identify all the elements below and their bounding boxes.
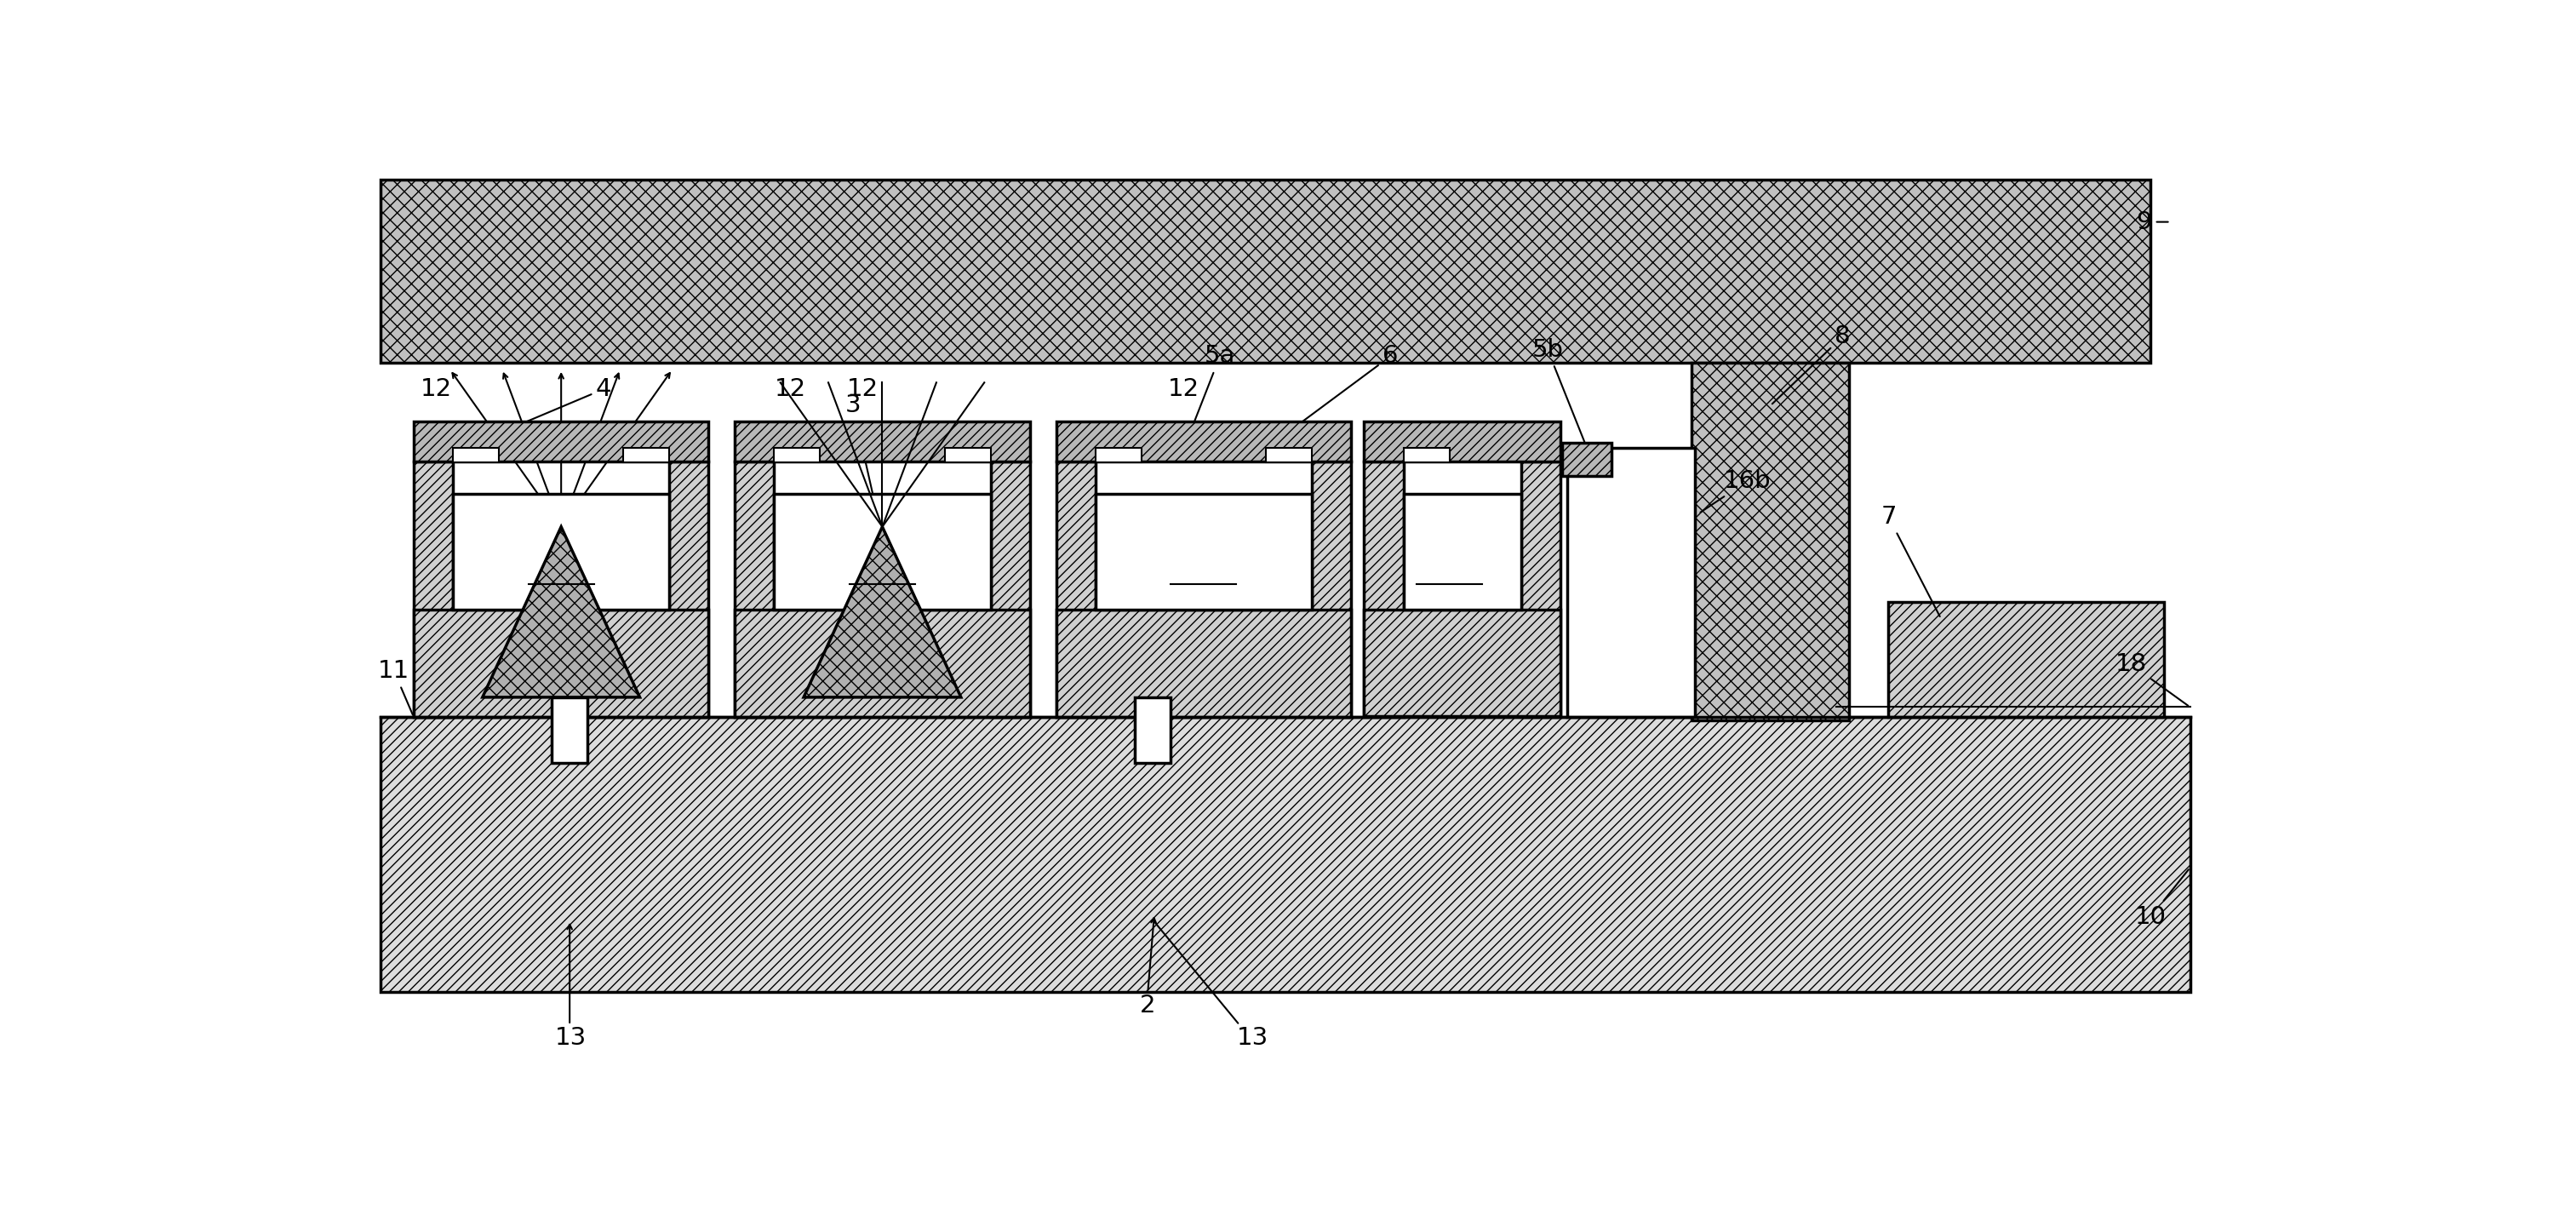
Bar: [551, 697, 587, 763]
Bar: [1365, 462, 1404, 717]
Bar: [734, 422, 1030, 462]
Text: 16a: 16a: [1427, 560, 1473, 585]
Text: 6: 6: [1291, 344, 1399, 430]
Bar: [1404, 448, 1450, 463]
Bar: [734, 462, 775, 717]
Bar: [415, 609, 708, 717]
Bar: [1888, 602, 2164, 717]
Bar: [945, 448, 992, 463]
Bar: [1566, 448, 1695, 717]
Text: 12: 12: [420, 377, 453, 400]
Text: 11: 11: [379, 659, 412, 714]
Text: 18: 18: [2115, 652, 2187, 706]
Text: 12: 12: [775, 377, 806, 400]
Text: 7: 7: [1880, 505, 1940, 617]
Bar: [1365, 422, 1561, 462]
Bar: [1095, 495, 1311, 610]
Text: 13: 13: [1236, 1027, 1267, 1050]
Bar: [775, 495, 992, 610]
Bar: [1056, 609, 1350, 717]
Text: 4: 4: [482, 377, 611, 441]
Text: 3: 3: [845, 393, 881, 535]
Bar: [453, 448, 500, 463]
Bar: [415, 422, 708, 462]
Bar: [1522, 462, 1561, 717]
Bar: [1365, 609, 1561, 717]
Bar: [453, 495, 670, 610]
Bar: [992, 462, 1030, 717]
Text: 5b: 5b: [1533, 338, 1587, 446]
Text: 9: 9: [2136, 210, 2169, 234]
Bar: [415, 462, 453, 717]
Bar: [381, 179, 2151, 363]
Polygon shape: [482, 526, 639, 697]
Text: 8: 8: [1772, 325, 1850, 404]
Text: 2: 2: [1141, 994, 1157, 1017]
Text: 12: 12: [1167, 377, 1200, 400]
Bar: [623, 448, 670, 463]
Bar: [1311, 462, 1350, 717]
Bar: [1265, 448, 1311, 463]
Bar: [1404, 495, 1522, 610]
Bar: [1056, 422, 1350, 462]
Bar: [775, 448, 819, 463]
Text: 13: 13: [554, 1027, 587, 1050]
Bar: [670, 462, 708, 717]
Bar: [1056, 462, 1095, 717]
Text: 16a: 16a: [538, 560, 585, 585]
Text: 12: 12: [848, 377, 878, 400]
Polygon shape: [804, 526, 961, 697]
Bar: [1095, 448, 1141, 463]
Text: 16a: 16a: [858, 560, 907, 585]
Bar: [381, 717, 2190, 993]
Text: 16b: 16b: [1700, 469, 1772, 513]
Bar: [1133, 697, 1170, 763]
Text: 5a: 5a: [1190, 344, 1236, 430]
Bar: [1561, 443, 1610, 476]
Text: 10: 10: [2136, 869, 2190, 929]
Bar: [734, 609, 1030, 717]
Text: 16a: 16a: [1180, 560, 1226, 585]
Bar: [1692, 363, 1850, 720]
